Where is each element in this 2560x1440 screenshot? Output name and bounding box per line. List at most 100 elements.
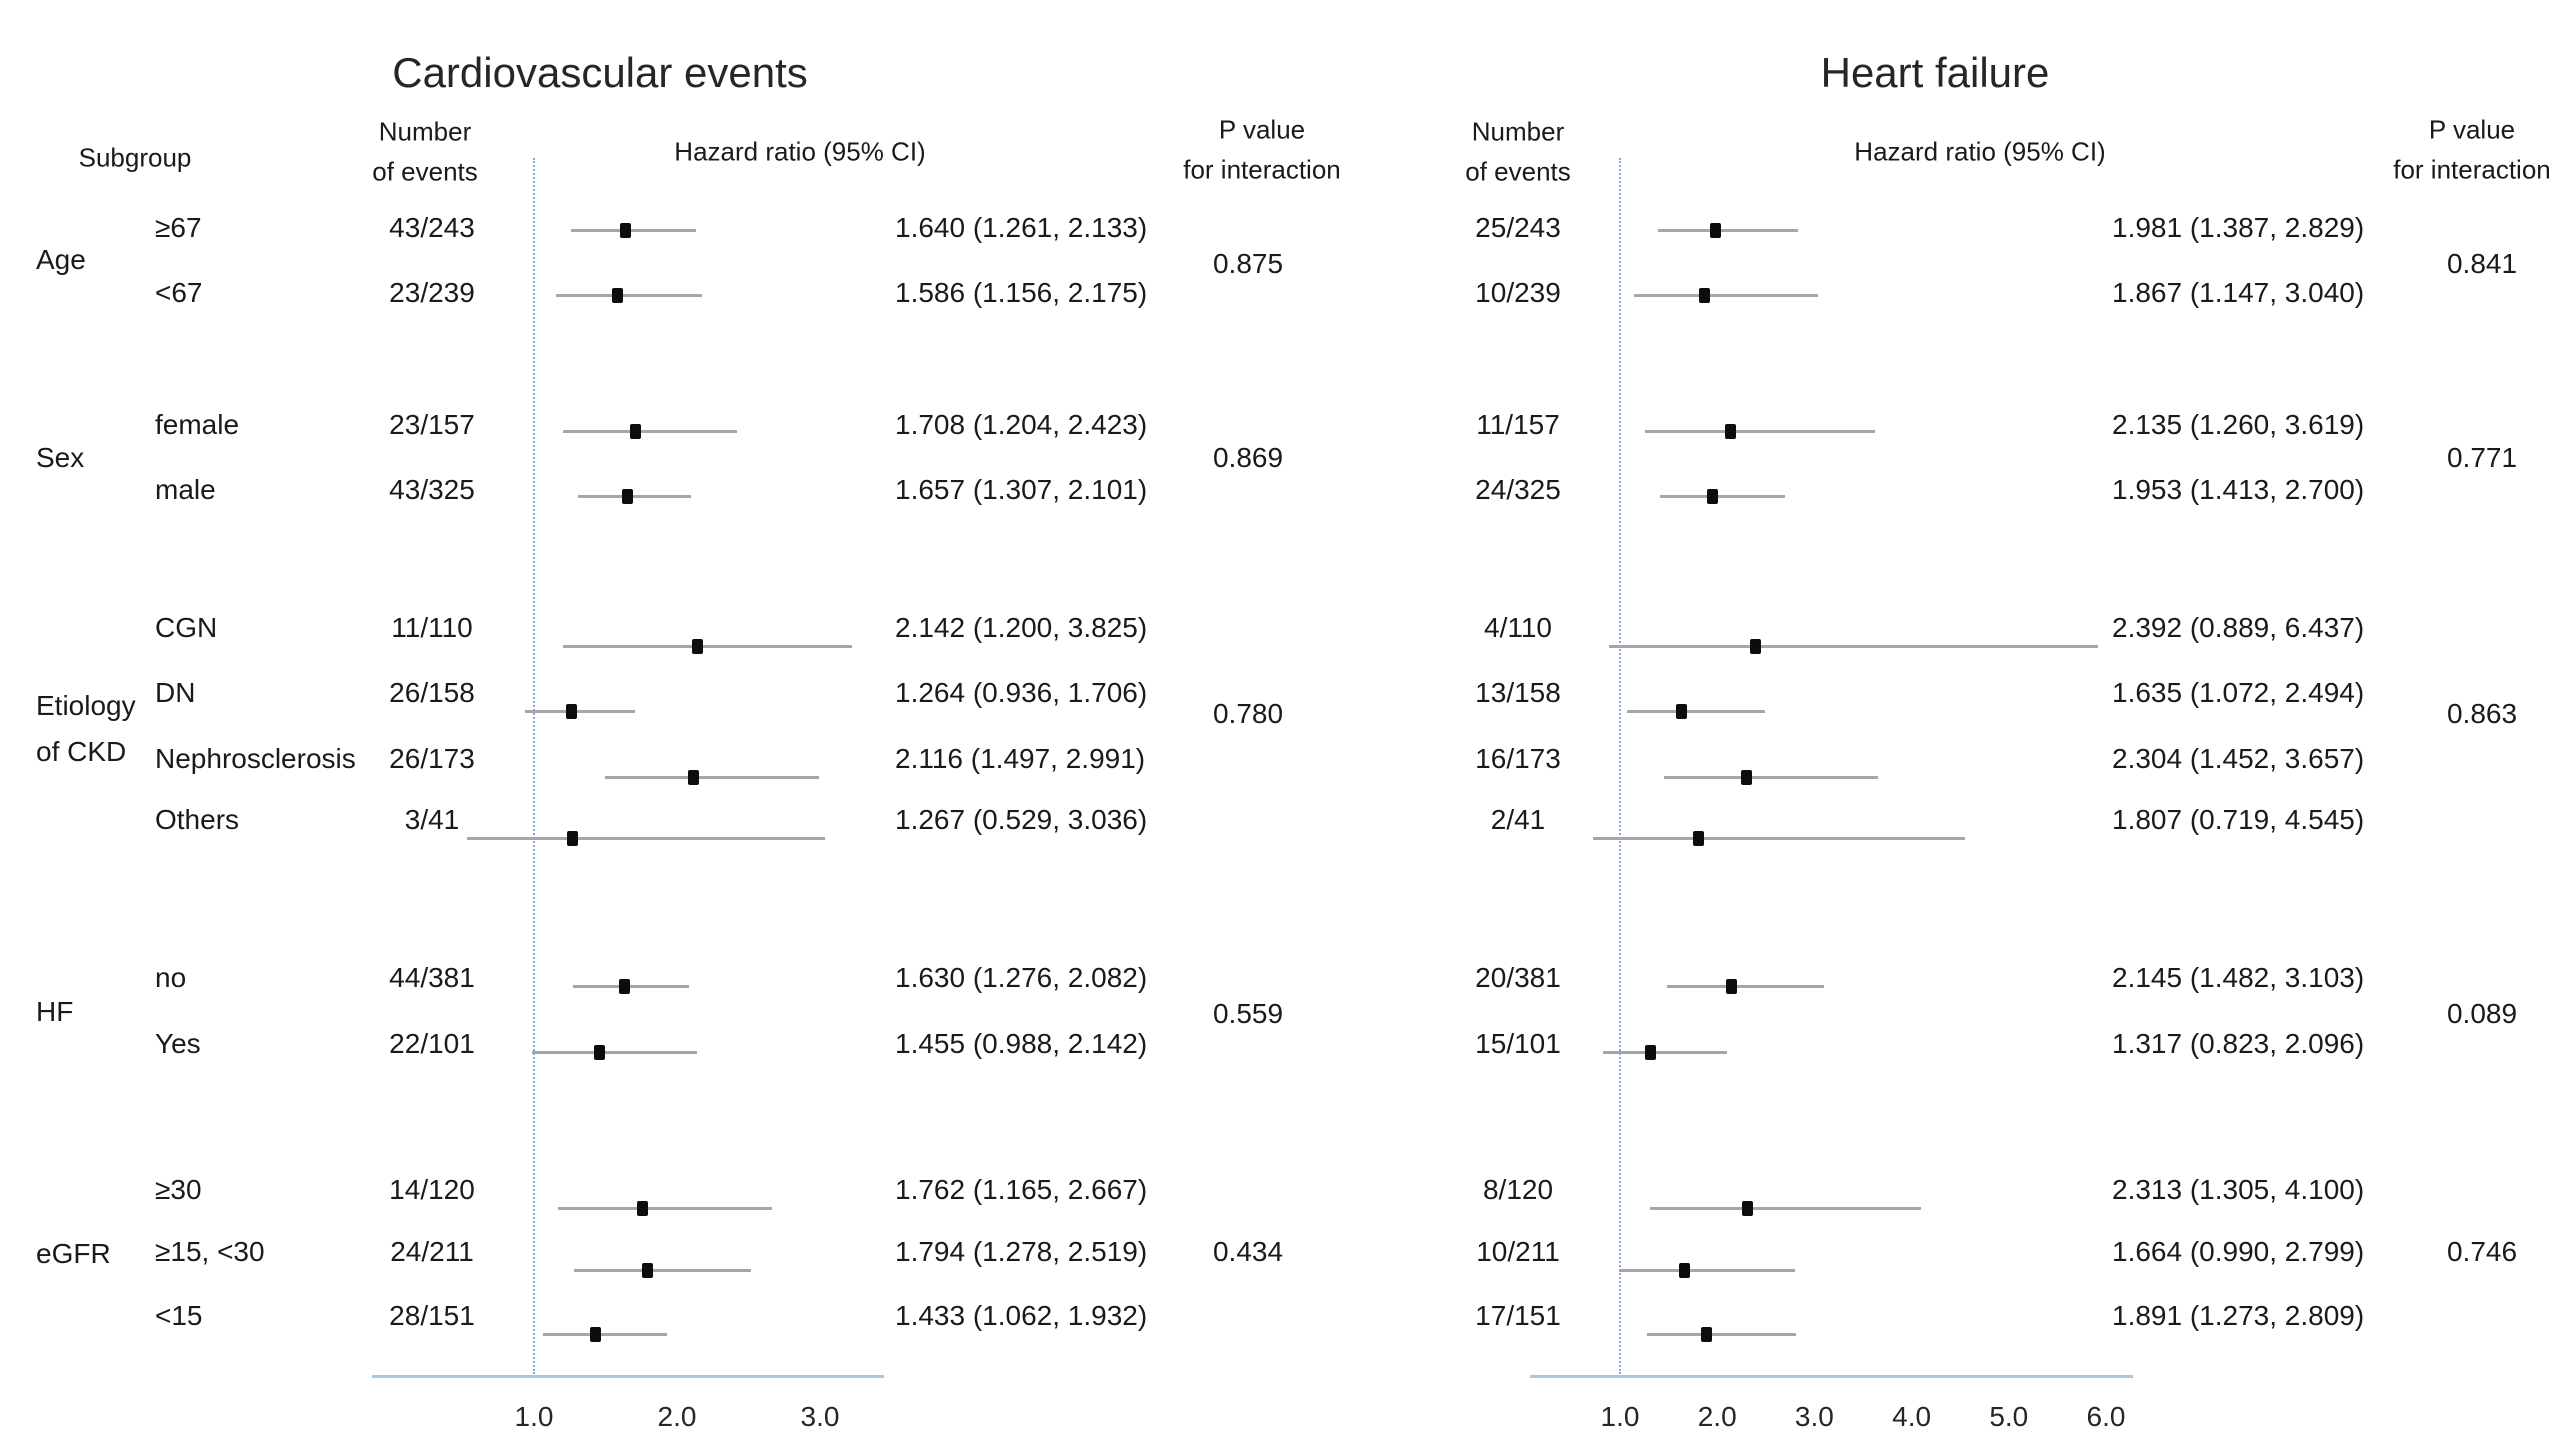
axis-tick-label: 1.0 xyxy=(1600,1401,1640,1432)
subgroup-label: female xyxy=(155,409,240,440)
events-value: 26/158 xyxy=(389,677,475,708)
axis-line xyxy=(372,1375,884,1378)
hr-value-label: 2.142 (1.200, 3.825) xyxy=(895,612,1148,643)
hr-marker xyxy=(1645,1044,1657,1060)
ci-line xyxy=(605,775,819,779)
group-label: Etiology xyxy=(36,690,136,721)
events-column-header-line2-left: of events xyxy=(372,156,478,187)
ci-line xyxy=(573,984,689,988)
ci-line xyxy=(1663,775,1879,779)
p-value: 0.780 xyxy=(1212,698,1284,729)
subgroup-label: ≥15, <30 xyxy=(155,1236,265,1267)
events-value: 24/325 xyxy=(1475,474,1561,505)
events-value: 14/120 xyxy=(389,1174,475,1205)
hr-marker xyxy=(1676,703,1688,719)
events-value: 8/120 xyxy=(1482,1174,1554,1205)
events-value: 44/381 xyxy=(389,962,475,993)
group-label: Sex xyxy=(36,442,85,473)
axis-tick-label: 1.0 xyxy=(514,1401,554,1432)
ci-line xyxy=(1592,836,1965,840)
hr-marker xyxy=(1679,1262,1691,1278)
subgroup-label: male xyxy=(155,474,216,505)
hr-marker xyxy=(1741,769,1753,785)
hr-value-label: 2.135 (1.260, 3.619) xyxy=(2112,409,2365,440)
panel-title-cardiovascular-events: Cardiovascular events xyxy=(392,49,808,96)
subgroup-label: Others xyxy=(155,804,240,835)
events-value: 17/151 xyxy=(1475,1300,1561,1331)
events-value: 23/239 xyxy=(389,277,475,308)
events-column-header-line1-right: Number xyxy=(1471,116,1565,147)
hr-value-label: 1.708 (1.204, 2.423) xyxy=(895,409,1148,440)
events-value: 11/110 xyxy=(391,612,473,643)
subgroup-label: <67 xyxy=(155,277,203,308)
hr-marker xyxy=(1709,222,1721,238)
hr-marker xyxy=(618,978,630,994)
hr-marker xyxy=(629,423,641,439)
axis-tick-label: 6.0 xyxy=(2086,1401,2126,1432)
ci-line xyxy=(562,644,852,648)
hr-value-label: 2.313 (1.305, 4.100) xyxy=(2112,1174,2365,1205)
p-value: 0.863 xyxy=(2446,698,2518,729)
p-value: 0.434 xyxy=(1212,1236,1284,1267)
p-value-header-line2-left: for interaction xyxy=(1183,154,1341,185)
ci-line xyxy=(563,429,738,433)
events-value: 43/325 xyxy=(389,474,475,505)
hr-value-label: 1.794 (1.278, 2.519) xyxy=(895,1236,1148,1267)
events-column-header-line1-left: Number xyxy=(378,116,472,147)
hr-value-label: 1.317 (0.823, 2.096) xyxy=(2112,1028,2365,1059)
ci-line xyxy=(1626,709,1766,713)
axis-line xyxy=(1530,1375,2133,1378)
p-value-header-line1-right: P value xyxy=(2428,114,2516,145)
hr-value-label: 1.433 (1.062, 1.932) xyxy=(895,1300,1148,1331)
group-label: HF xyxy=(36,996,74,1027)
hr-value-label: 1.657 (1.307, 2.101) xyxy=(895,474,1148,505)
ci-line xyxy=(1666,984,1825,988)
hr-marker xyxy=(1692,830,1704,846)
hazard-ratio-column-header-right: Hazard ratio (95% CI) xyxy=(1854,136,2106,167)
hr-value-label: 1.953 (1.413, 2.700) xyxy=(2112,474,2365,505)
subgroup-label: CGN xyxy=(155,612,218,643)
hr-value-label: 1.867 (1.147, 3.040) xyxy=(2112,277,2365,308)
events-value: 22/101 xyxy=(389,1028,475,1059)
p-value: 0.771 xyxy=(2446,442,2518,473)
ci-line xyxy=(524,709,635,713)
hr-marker xyxy=(1725,978,1737,994)
events-value: 4/110 xyxy=(1484,612,1552,643)
hr-value-label: 1.807 (0.719, 4.545) xyxy=(2112,804,2365,835)
axis-tick-label: 3.0 xyxy=(1794,1401,1834,1432)
subgroup-label: <15 xyxy=(155,1300,203,1331)
events-value: 10/239 xyxy=(1475,277,1561,308)
events-value: 10/211 xyxy=(1476,1236,1560,1267)
axis-tick-label: 2.0 xyxy=(657,1401,697,1432)
subgroup-label: no xyxy=(155,962,187,993)
hr-value-label: 1.267 (0.529, 3.036) xyxy=(895,804,1148,835)
hr-value-label: 1.264 (0.936, 1.706) xyxy=(895,677,1148,708)
events-value: 43/243 xyxy=(389,212,475,243)
hr-value-label: 1.630 (1.276, 2.082) xyxy=(895,962,1148,993)
ci-line xyxy=(532,1050,698,1054)
hr-marker xyxy=(1707,488,1719,504)
hr-marker xyxy=(642,1262,654,1278)
hr-marker xyxy=(612,287,624,303)
hr-value-label: 1.981 (1.387, 2.829) xyxy=(2112,212,2365,243)
events-value: 11/157 xyxy=(1476,409,1560,440)
hr-value-label: 1.664 (0.990, 2.799) xyxy=(2112,1236,2365,1267)
ci-line xyxy=(1602,1050,1727,1054)
hr-marker xyxy=(1749,638,1761,654)
events-value: 13/158 xyxy=(1475,677,1561,708)
hr-marker xyxy=(1698,287,1710,303)
hr-marker xyxy=(593,1044,605,1060)
panel-title-heart-failure: Heart failure xyxy=(1820,49,2050,96)
events-value: 20/381 xyxy=(1475,962,1561,993)
axis-tick-label: 4.0 xyxy=(1892,1401,1932,1432)
ci-line xyxy=(466,836,826,840)
hr-value-label: 1.455 (0.988, 2.142) xyxy=(895,1028,1148,1059)
ci-line xyxy=(573,1268,752,1272)
ci-line xyxy=(1634,293,1819,297)
ci-line xyxy=(1619,1268,1795,1272)
ci-line xyxy=(556,293,702,297)
p-value: 0.559 xyxy=(1212,998,1284,1029)
p-value: 0.875 xyxy=(1212,248,1284,279)
ci-line xyxy=(557,1206,773,1210)
